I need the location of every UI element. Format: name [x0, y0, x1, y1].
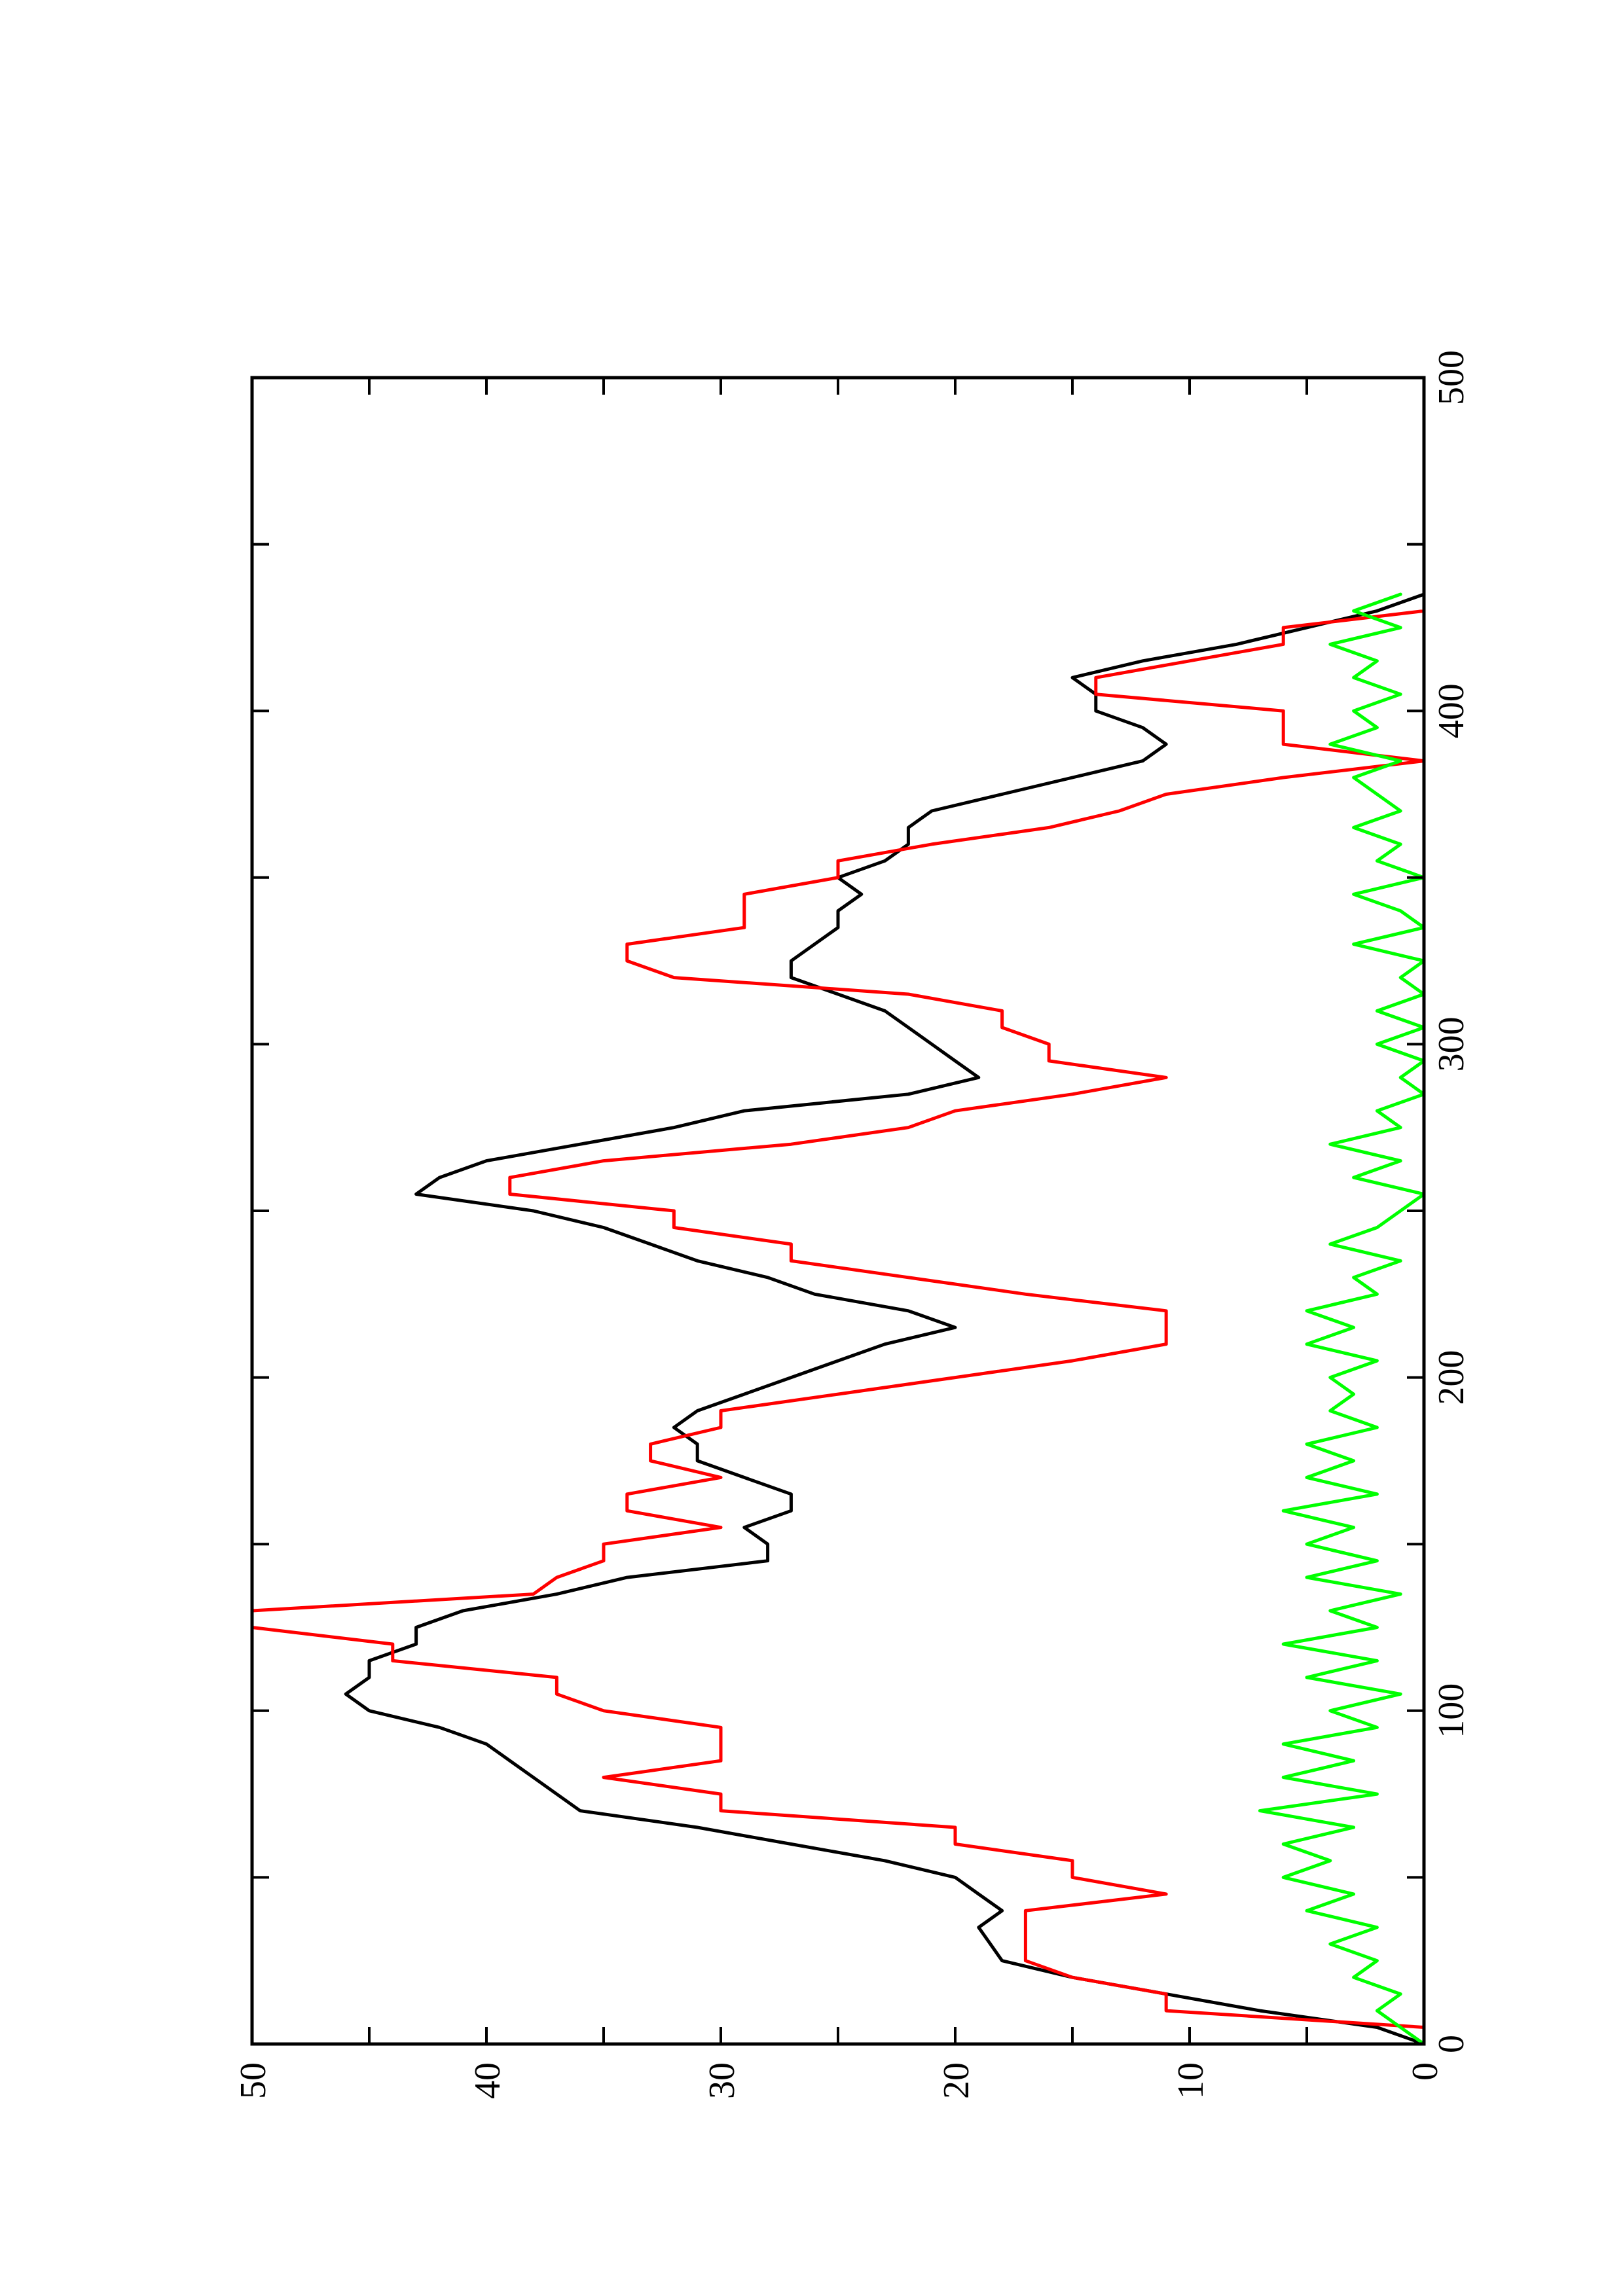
x-tick-label: 0	[1431, 2035, 1472, 2053]
x-tick-label: 500	[1431, 350, 1472, 405]
plot-frame	[250, 376, 1426, 2046]
y-tick-label: 50	[233, 2062, 274, 2099]
x-tick-label: 300	[1431, 1016, 1472, 1071]
y-tick-label: 10	[1171, 2062, 1211, 2099]
y-tick-label: 30	[702, 2062, 742, 2099]
series-line-1	[250, 592, 1426, 2046]
tick-labels-layer: 0 100 200 300 400 500 0 10 20 30 40 50	[233, 350, 1472, 2099]
x-tick-label: 400	[1431, 683, 1472, 738]
series-line-0	[344, 592, 1426, 2046]
y-tick-label: 20	[936, 2062, 977, 2099]
x-tick-label: 100	[1431, 1683, 1472, 1738]
series-line-2	[1258, 592, 1426, 2046]
x-tick-label: 200	[1431, 1350, 1472, 1405]
y-tick-label: 40	[467, 2062, 508, 2099]
y-tick-label: 0	[1405, 2062, 1446, 2081]
series-layer	[250, 592, 1426, 2046]
